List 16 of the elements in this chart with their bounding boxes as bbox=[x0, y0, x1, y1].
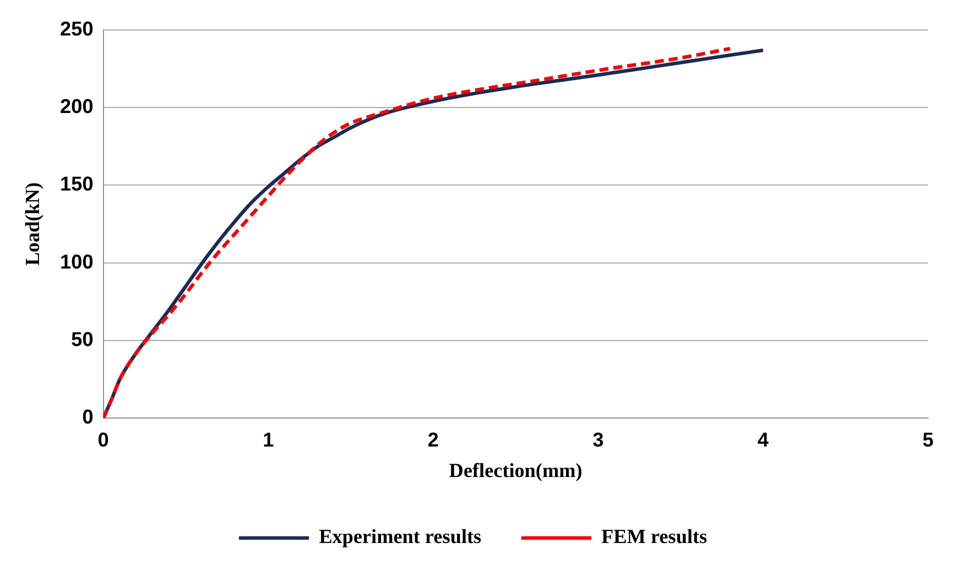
x-tick-label: 0 bbox=[98, 430, 109, 452]
x-tick-label: 3 bbox=[592, 430, 604, 452]
y-axis-title: Load(kN) bbox=[22, 182, 44, 266]
legend-label: FEM results bbox=[601, 526, 708, 548]
y-tick-label: 50 bbox=[71, 328, 94, 351]
x-axis-title: Deflection(mm) bbox=[449, 460, 582, 482]
x-tick-label: 5 bbox=[922, 430, 934, 452]
x-tick-label: 4 bbox=[758, 430, 770, 452]
legend-label: Experiment results bbox=[318, 526, 482, 548]
y-tick-label: 100 bbox=[60, 251, 94, 274]
y-tick-label: 0 bbox=[82, 406, 94, 429]
y-tick-label: 150 bbox=[60, 174, 94, 196]
y-tick-label: 200 bbox=[60, 96, 94, 118]
x-tick-label: 1 bbox=[262, 430, 274, 452]
x-tick-label: 2 bbox=[428, 430, 439, 452]
y-tick-label: 250 bbox=[60, 18, 94, 41]
